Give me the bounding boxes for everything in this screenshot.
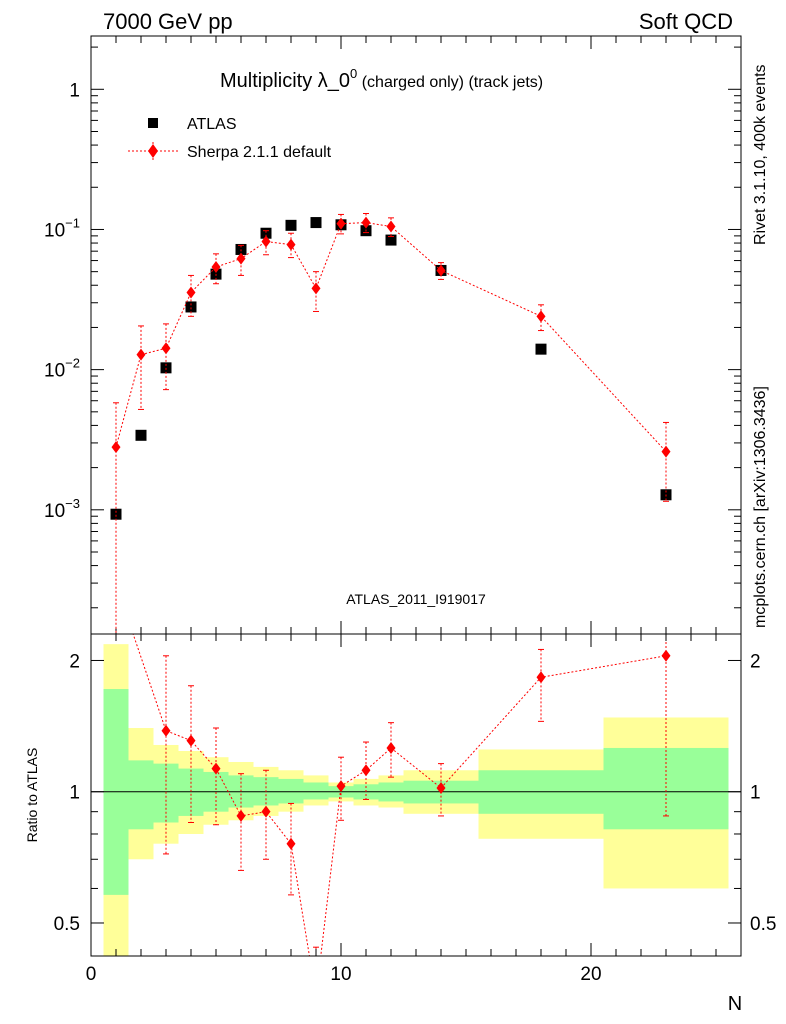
ratio-band-inner: [603, 747, 729, 830]
ratio-panel: 0.5 0.51 12 20 10 20 Ratio to ATLAS N: [24, 633, 776, 1015]
ratio-band-inner: [178, 768, 204, 816]
atlas-point: [285, 219, 297, 231]
legend-label-sherpa: Sherpa 2.1.1 default: [187, 144, 332, 161]
ratio-y-tick-label-right: 2: [750, 651, 761, 672]
main-y-tick-base: 10: [44, 501, 65, 522]
ratio-sherpa-point: [261, 805, 271, 818]
ratio-sherpa-point: [336, 780, 346, 793]
x-tick-label: 10: [330, 964, 351, 985]
main-title: Multiplicity λ_00 (charged only) (track …: [220, 66, 543, 92]
main-y-tick-exponent: −2: [65, 356, 80, 371]
legend-marker-sherpa: [148, 144, 158, 158]
ratio-sherpa-point: [236, 809, 246, 822]
ratio-sherpa-point: [436, 781, 446, 794]
legend-marker-atlas: [148, 118, 158, 128]
ratio-y-tick-label-right: 0.5: [750, 914, 776, 935]
ratio-y-tick-label-left: 0.5: [54, 914, 80, 935]
main-y-tick-label: 1: [69, 80, 80, 101]
main-data-marks: [110, 212, 672, 635]
legend: ATLAS Sherpa 2.1.1 default: [128, 116, 332, 161]
ratio-sherpa-point: [536, 671, 546, 684]
ratio-sherpa-point: [361, 764, 371, 777]
ratio-axis-ticks: 0.5 0.51 12 20 10 20: [54, 634, 776, 985]
atlas-point: [135, 429, 147, 441]
ratio-y-tick-label-left: 1: [69, 783, 80, 804]
ratio-sherpa-point: [386, 741, 396, 754]
atlas-point: [260, 227, 272, 239]
main-y-tick-base: 10: [44, 361, 65, 382]
sherpa-point: [211, 260, 221, 273]
ratio-band-inner: [128, 760, 154, 830]
main-axis-ticks: 110−110−210−3: [44, 36, 742, 634]
ratio-sherpa-point: [661, 649, 671, 662]
sherpa-point: [536, 310, 546, 323]
legend-label-atlas: ATLAS: [187, 116, 237, 133]
ratio-sherpa-point: [186, 734, 196, 747]
x-tick-label: 20: [580, 964, 601, 985]
atlas-point: [160, 362, 172, 374]
sherpa-point: [661, 445, 671, 458]
main-y-tick-base: 10: [44, 220, 65, 241]
sherpa-point: [136, 348, 146, 361]
ratio-sherpa-line: [132, 634, 667, 956]
atlas-point: [385, 234, 397, 246]
main-title-subtitle: (charged only) (track jets): [357, 74, 543, 91]
main-y-tick-label: 10−1: [44, 215, 80, 241]
main-y-tick-label: 10−2: [44, 356, 80, 382]
rivet-label: Rivet 3.1.10, 400k events: [752, 64, 769, 245]
sherpa-point: [161, 342, 171, 355]
main-title-superscript: 0: [350, 66, 357, 81]
ratio-ylabel: Ratio to ATLAS: [24, 748, 40, 843]
ratio-band-inner: [278, 778, 304, 804]
x-tick-label: 0: [86, 964, 97, 985]
ratio-band-inner: [303, 782, 329, 800]
header-right: Soft QCD: [639, 9, 733, 34]
sherpa-point: [111, 441, 121, 454]
main-y-tick-exponent: −1: [65, 215, 80, 230]
sherpa-point: [286, 238, 296, 251]
main-title-text: Multiplicity λ_0: [220, 70, 350, 92]
x-axis-label: N: [728, 993, 742, 1015]
ratio-sherpa-point: [286, 837, 296, 850]
sherpa-point: [436, 264, 446, 277]
main-panel: 110−110−210−3 Multiplicity λ_00 (charged…: [44, 35, 742, 635]
sherpa-point: [361, 216, 371, 229]
ratio-y-tick-label-left: 2: [69, 651, 80, 672]
mcplots-label: mcplots.cern.ch [arXiv:1306.3436]: [752, 386, 769, 628]
analysis-label: ATLAS_2011_I919017: [346, 591, 486, 607]
atlas-point: [535, 343, 547, 355]
ratio-sherpa-point: [312, 990, 321, 1002]
sherpa-line: [115, 222, 667, 452]
ratio-y-tick-label-right: 1: [750, 783, 761, 804]
header-left: 7000 GeV pp: [103, 9, 233, 34]
main-y-tick-exponent: −3: [65, 496, 80, 511]
sherpa-point: [386, 220, 396, 233]
atlas-point: [110, 508, 122, 520]
sherpa-point: [261, 235, 271, 248]
sherpa-point: [311, 282, 321, 295]
sherpa-point: [336, 217, 346, 230]
atlas-point: [185, 301, 197, 313]
main-y-tick-label: 10−3: [44, 496, 80, 522]
sherpa-point: [186, 286, 196, 299]
ratio-sherpa-point: [161, 724, 171, 737]
ratio-uncertainty-bands: [103, 644, 729, 956]
atlas-point: [310, 217, 322, 229]
sherpa-point: [236, 252, 246, 265]
ratio-data-marks: [113, 634, 671, 1002]
ratio-sherpa-point: [211, 762, 221, 775]
